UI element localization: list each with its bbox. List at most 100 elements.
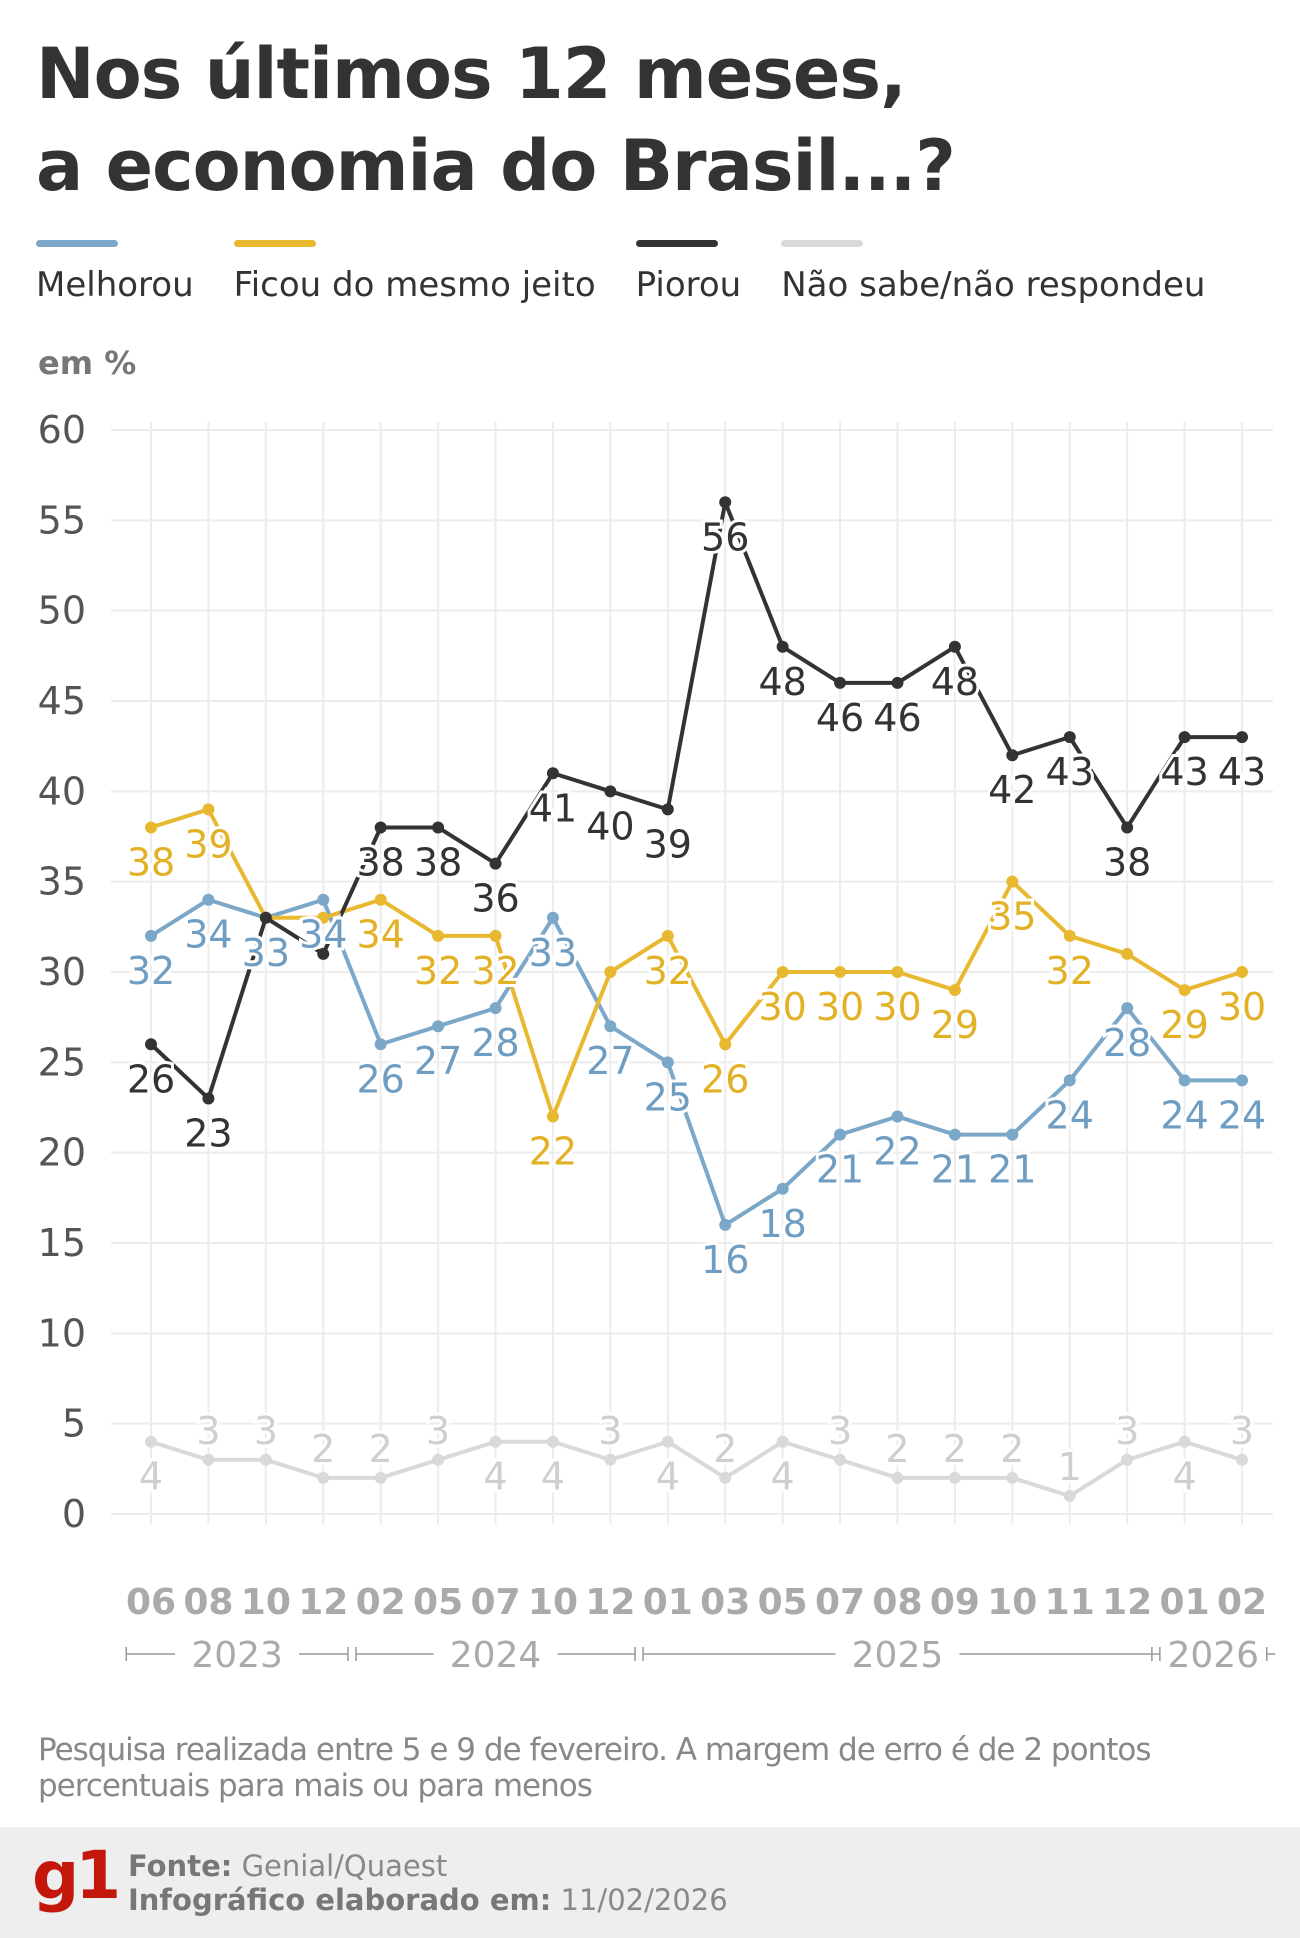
data-point: [259, 911, 272, 924]
data-label: 4: [771, 1455, 795, 1499]
data-label: 39: [184, 822, 232, 866]
data-label: 2: [1000, 1427, 1024, 1471]
footer: g1 Fonte: Genial/Quaest Infográfico elab…: [0, 1827, 1300, 1938]
data-label: 2: [713, 1427, 737, 1471]
data-point: [891, 966, 904, 978]
data-label: 27: [586, 1039, 634, 1083]
data-label: 38: [1103, 840, 1151, 884]
legend-swatch: [233, 240, 316, 247]
data-point: [719, 496, 732, 509]
chart-title: Nos últimos 12 meses, a economia do Bras…: [36, 28, 956, 212]
series-line-1: [150, 807, 1243, 1119]
data-point: [661, 1056, 674, 1069]
data-label: 26: [701, 1057, 749, 1101]
data-point: [489, 1002, 502, 1015]
data-label: 22: [873, 1130, 921, 1174]
data-point: [1006, 1128, 1019, 1141]
data-point: [891, 676, 904, 689]
data-point: [374, 893, 387, 906]
data-label: 46: [816, 696, 864, 740]
y-tick-label: 35: [38, 860, 86, 904]
data-point: [776, 1182, 789, 1195]
data-point: [432, 929, 445, 942]
data-point: [1178, 731, 1191, 744]
data-point: [202, 893, 215, 906]
title-line-2: a economia do Brasil...?: [36, 125, 956, 207]
legend-swatch: [635, 240, 718, 247]
g1-logo: g1: [32, 1837, 121, 1914]
data-point: [1121, 821, 1134, 834]
data-point: [834, 676, 847, 689]
data-point: [719, 1218, 732, 1231]
data-point: [776, 966, 789, 978]
data-label: 33: [529, 931, 577, 975]
series-line-3: [150, 1439, 1243, 1498]
data-label: 32: [414, 949, 462, 993]
data-point: [661, 1435, 674, 1448]
data-point: [834, 1128, 847, 1141]
data-point: [145, 929, 157, 942]
data-point: [145, 1435, 157, 1448]
source-block: Fonte: Genial/Quaest Infográfico elabora…: [128, 1849, 728, 1917]
data-label: 24: [1046, 1093, 1094, 1137]
data-point: [546, 1435, 559, 1448]
data-point: [317, 947, 330, 960]
data-label: 30: [1218, 985, 1266, 1029]
data-label: 34: [184, 913, 232, 957]
data-label: 16: [701, 1238, 749, 1282]
data-point: [776, 640, 789, 653]
y-tick-label: 45: [38, 679, 86, 723]
data-point: [1178, 984, 1191, 997]
data-label: 24: [1218, 1093, 1266, 1137]
data-point: [948, 640, 961, 653]
data-label: 29: [1160, 1003, 1208, 1047]
data-label: 18: [758, 1202, 806, 1246]
data-label: 34: [299, 913, 347, 957]
data-label: 23: [184, 1111, 232, 1155]
data-label: 21: [988, 1148, 1036, 1192]
data-label: 3: [426, 1409, 450, 1453]
data-point: [1006, 1471, 1019, 1484]
legend-item-nao-sabe: Não sabe/não respondeu: [781, 240, 1205, 305]
data-point: [1236, 1453, 1248, 1466]
data-label: 48: [758, 660, 806, 704]
data-point: [432, 1020, 445, 1033]
legend-item-melhorou: Melhorou: [36, 240, 194, 305]
data-label: 32: [1046, 949, 1094, 993]
data-label: 36: [471, 877, 519, 921]
data-point: [489, 857, 502, 870]
data-point: [374, 821, 387, 834]
data-label: 2: [943, 1427, 967, 1471]
title-line-1: Nos últimos 12 meses,: [36, 33, 907, 115]
data-point: [661, 929, 674, 942]
data-label: 32: [644, 949, 692, 993]
data-label: 30: [873, 985, 921, 1029]
data-point: [432, 1453, 445, 1466]
x-tick-label: 02: [1217, 1582, 1267, 1623]
data-point: [202, 1453, 215, 1466]
data-point: [1121, 947, 1134, 960]
x-tick-label: 12: [585, 1582, 635, 1623]
data-point: [317, 1471, 330, 1484]
source-label: Fonte:: [128, 1849, 233, 1883]
data-point: [719, 1471, 732, 1484]
legend-swatch: [36, 240, 118, 247]
data-point: [948, 1128, 961, 1141]
data-label: 56: [701, 515, 749, 559]
data-label: 24: [1160, 1093, 1208, 1137]
data-point: [1063, 731, 1076, 744]
data-label: 3: [598, 1409, 622, 1453]
data-point: [145, 1038, 157, 1051]
x-tick-label: 10: [241, 1582, 291, 1623]
data-label: 28: [1103, 1021, 1151, 1065]
data-point: [948, 984, 961, 997]
data-point: [1006, 875, 1019, 888]
data-label: 3: [254, 1409, 278, 1453]
data-label: 43: [1218, 750, 1266, 794]
x-tick-label: 12: [298, 1582, 348, 1623]
data-point: [546, 1110, 559, 1123]
year-label: 2024: [450, 1635, 542, 1676]
data-point: [1121, 1002, 1134, 1015]
data-label: 21: [931, 1148, 979, 1192]
